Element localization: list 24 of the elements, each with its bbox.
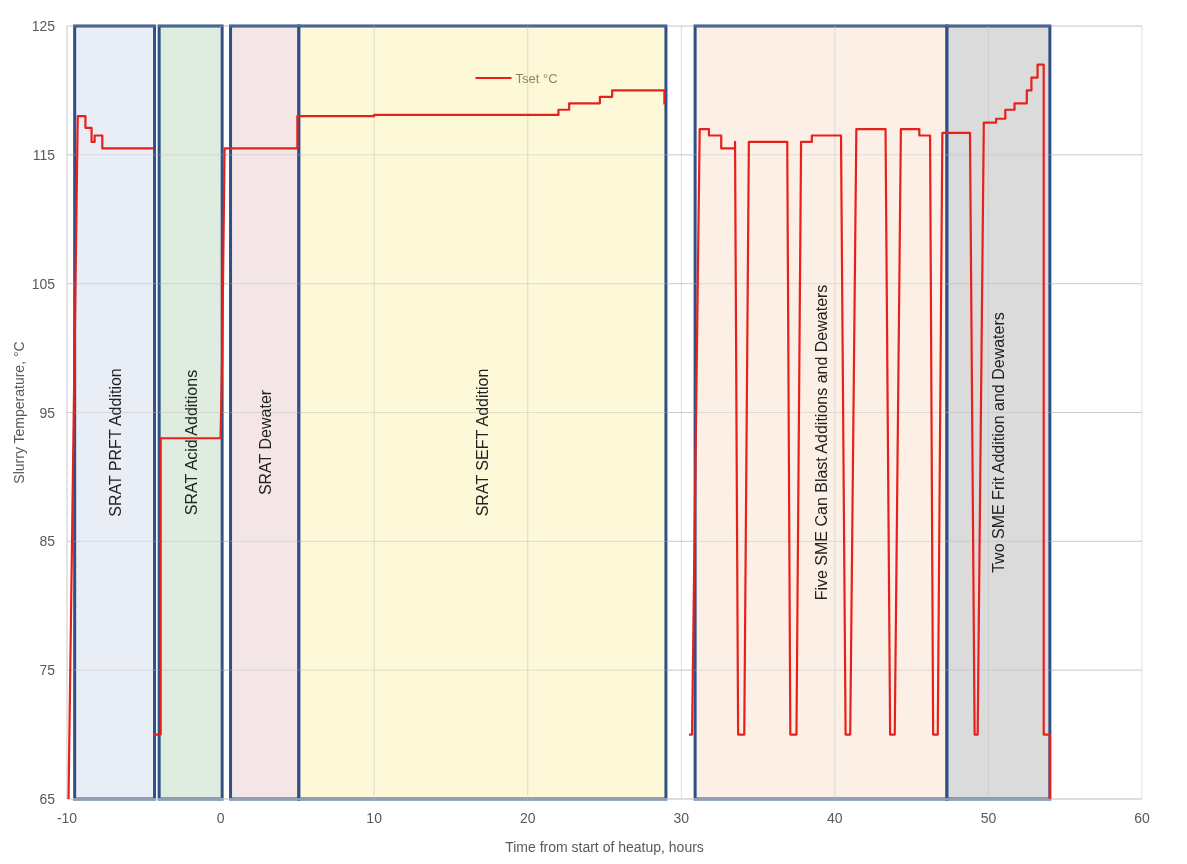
x-tick-label: 10 (366, 810, 383, 826)
band-label: SRAT Acid Additions (182, 369, 200, 516)
x-tick-label: 20 (519, 810, 536, 826)
y-tick-label: 95 (39, 404, 56, 421)
y-tick-label: 65 (39, 791, 56, 807)
x-axis-title: Time from start of heatup, hours (505, 839, 704, 855)
band-label: SRAT Dewater (256, 389, 274, 496)
x-tick-label: 60 (1134, 810, 1150, 826)
x-tick-label: 0 (216, 810, 225, 826)
band-label: Two SME Frit Addition and Dewaters (990, 312, 1008, 573)
x-tick-label: -10 (56, 810, 78, 826)
y-tick-label: 75 (39, 662, 56, 679)
x-tick-label: 50 (980, 810, 997, 826)
y-tick-label: 115 (32, 146, 56, 163)
y-tick-label: 85 (39, 533, 56, 550)
y-tick-label: 105 (31, 275, 56, 292)
band-label: Five SME Can Blast Additions and Dewaters (813, 284, 831, 601)
legend-label: Tset °C (515, 71, 558, 86)
y-axis-title: Slurry Temperature, °C (11, 341, 27, 484)
y-tick-label: 125 (31, 18, 56, 34)
band-label: SRAT PRFT Addition (106, 368, 124, 517)
band-label: SRAT SEFT Addition (474, 368, 492, 517)
x-tick-label: 40 (827, 810, 843, 826)
x-tick-label: 30 (673, 810, 690, 826)
